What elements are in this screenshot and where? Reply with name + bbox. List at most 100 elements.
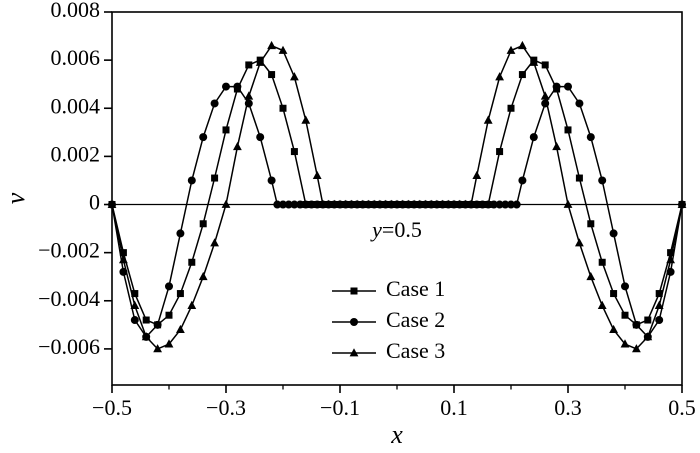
triangle-marker — [278, 45, 288, 54]
triangle-marker — [347, 199, 356, 208]
triangle-marker — [141, 332, 151, 341]
y-tick-label: 0.004 — [51, 93, 101, 118]
circle-marker — [176, 229, 185, 238]
x-tick-label: −0.1 — [320, 395, 360, 420]
triangle-marker — [398, 199, 408, 208]
circle-marker — [199, 133, 208, 142]
triangle-marker — [677, 199, 687, 208]
triangle-marker — [666, 255, 675, 264]
square-marker — [142, 316, 150, 324]
x-tick-label: −0.5 — [92, 395, 132, 420]
y-tick-label: −0.006 — [38, 334, 100, 359]
x-axis-title: x — [390, 420, 403, 449]
circle-marker — [478, 200, 487, 209]
square-marker — [199, 220, 207, 228]
circle-marker — [350, 318, 358, 326]
triangle-marker — [312, 170, 322, 180]
square-marker — [211, 174, 219, 182]
annotation-y-equals-0.5: y=0.5 — [370, 217, 422, 242]
circle-marker — [495, 200, 504, 209]
triangle-marker — [210, 238, 219, 247]
triangle-marker — [495, 72, 504, 81]
y-tick-label: 0.006 — [51, 45, 101, 70]
y-tick-label: 0 — [89, 190, 100, 215]
triangle-marker — [654, 300, 664, 309]
triangle-marker — [552, 141, 561, 151]
triangle-marker — [318, 199, 328, 208]
triangle-marker — [255, 57, 265, 66]
circle-marker — [598, 176, 607, 185]
triangle-marker — [472, 170, 482, 180]
circle-marker — [301, 200, 310, 209]
circle-marker — [273, 200, 282, 209]
triangle-marker — [119, 255, 128, 264]
triangle-marker — [466, 199, 476, 208]
circle-marker — [518, 176, 527, 185]
circle-marker — [296, 200, 305, 209]
triangle-marker — [358, 199, 368, 208]
square-marker — [176, 290, 184, 298]
circle-marker — [575, 99, 584, 108]
triangle-marker — [301, 115, 311, 124]
circle-marker — [489, 200, 498, 209]
circle-marker — [256, 133, 265, 142]
triangle-marker — [455, 199, 465, 208]
legend-item-case-1: Case 1 — [332, 276, 445, 301]
square-marker — [119, 249, 127, 257]
triangle-marker — [443, 199, 453, 208]
circle-marker — [307, 200, 316, 209]
circle-marker — [586, 133, 595, 142]
triangle-marker — [632, 344, 641, 353]
series-3 — [107, 40, 687, 353]
triangle-marker — [381, 199, 390, 208]
triangle-marker — [375, 199, 385, 208]
legend-label: Case 2 — [386, 307, 445, 332]
legend-label: Case 3 — [386, 338, 445, 363]
x-tick-label: 0.1 — [440, 395, 468, 420]
circle-marker — [279, 200, 287, 209]
triangle-marker — [449, 199, 459, 208]
triangle-marker — [244, 91, 254, 100]
triangle-marker — [153, 344, 162, 353]
triangle-marker — [329, 199, 339, 208]
triangle-marker — [392, 199, 402, 208]
legend-item-case-2: Case 2 — [332, 307, 445, 332]
y-axis-title: v — [1, 192, 30, 204]
triangle-marker — [290, 72, 299, 81]
circle-marker — [655, 316, 664, 325]
circle-marker — [507, 200, 515, 209]
triangle-marker — [540, 91, 550, 100]
legend-label: Case 1 — [386, 276, 445, 301]
circle-marker — [153, 320, 162, 329]
circle-marker — [552, 82, 561, 91]
square-marker — [279, 104, 287, 112]
triangle-marker — [415, 199, 425, 208]
triangle-marker — [438, 199, 447, 208]
circle-marker — [233, 82, 242, 91]
triangle-marker — [341, 199, 351, 208]
triangle-marker — [609, 324, 618, 334]
triangle-marker — [386, 199, 396, 208]
triangle-marker — [529, 57, 539, 66]
square-marker — [245, 61, 253, 69]
square-marker — [131, 290, 139, 298]
circle-marker — [284, 200, 293, 209]
square-marker — [222, 126, 230, 134]
triangle-marker — [198, 271, 208, 281]
square-marker — [621, 311, 629, 319]
square-marker — [350, 287, 358, 295]
triangle-marker — [349, 348, 359, 357]
circle-marker — [267, 176, 276, 185]
circle-marker — [512, 200, 521, 209]
circle-marker — [609, 229, 618, 238]
square-marker — [290, 148, 298, 156]
square-marker — [165, 311, 173, 319]
y-tick-label: 0.008 — [51, 0, 101, 22]
square-marker — [507, 104, 515, 112]
y-tick-label: −0.002 — [38, 238, 100, 263]
circle-marker — [501, 200, 510, 209]
y-tick-label: −0.004 — [38, 286, 100, 311]
circle-marker — [222, 82, 230, 91]
